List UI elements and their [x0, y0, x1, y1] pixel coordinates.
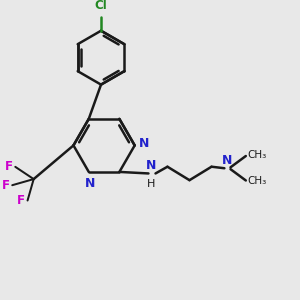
Text: Cl: Cl — [94, 0, 107, 12]
Text: H: H — [147, 179, 156, 189]
Text: N: N — [139, 137, 150, 150]
Text: N: N — [85, 177, 95, 190]
Text: F: F — [17, 194, 25, 207]
Text: F: F — [5, 160, 13, 173]
Text: F: F — [2, 179, 10, 192]
Text: N: N — [146, 159, 157, 172]
Text: CH₃: CH₃ — [247, 150, 267, 161]
Text: CH₃: CH₃ — [247, 176, 267, 186]
Text: N: N — [222, 154, 233, 167]
